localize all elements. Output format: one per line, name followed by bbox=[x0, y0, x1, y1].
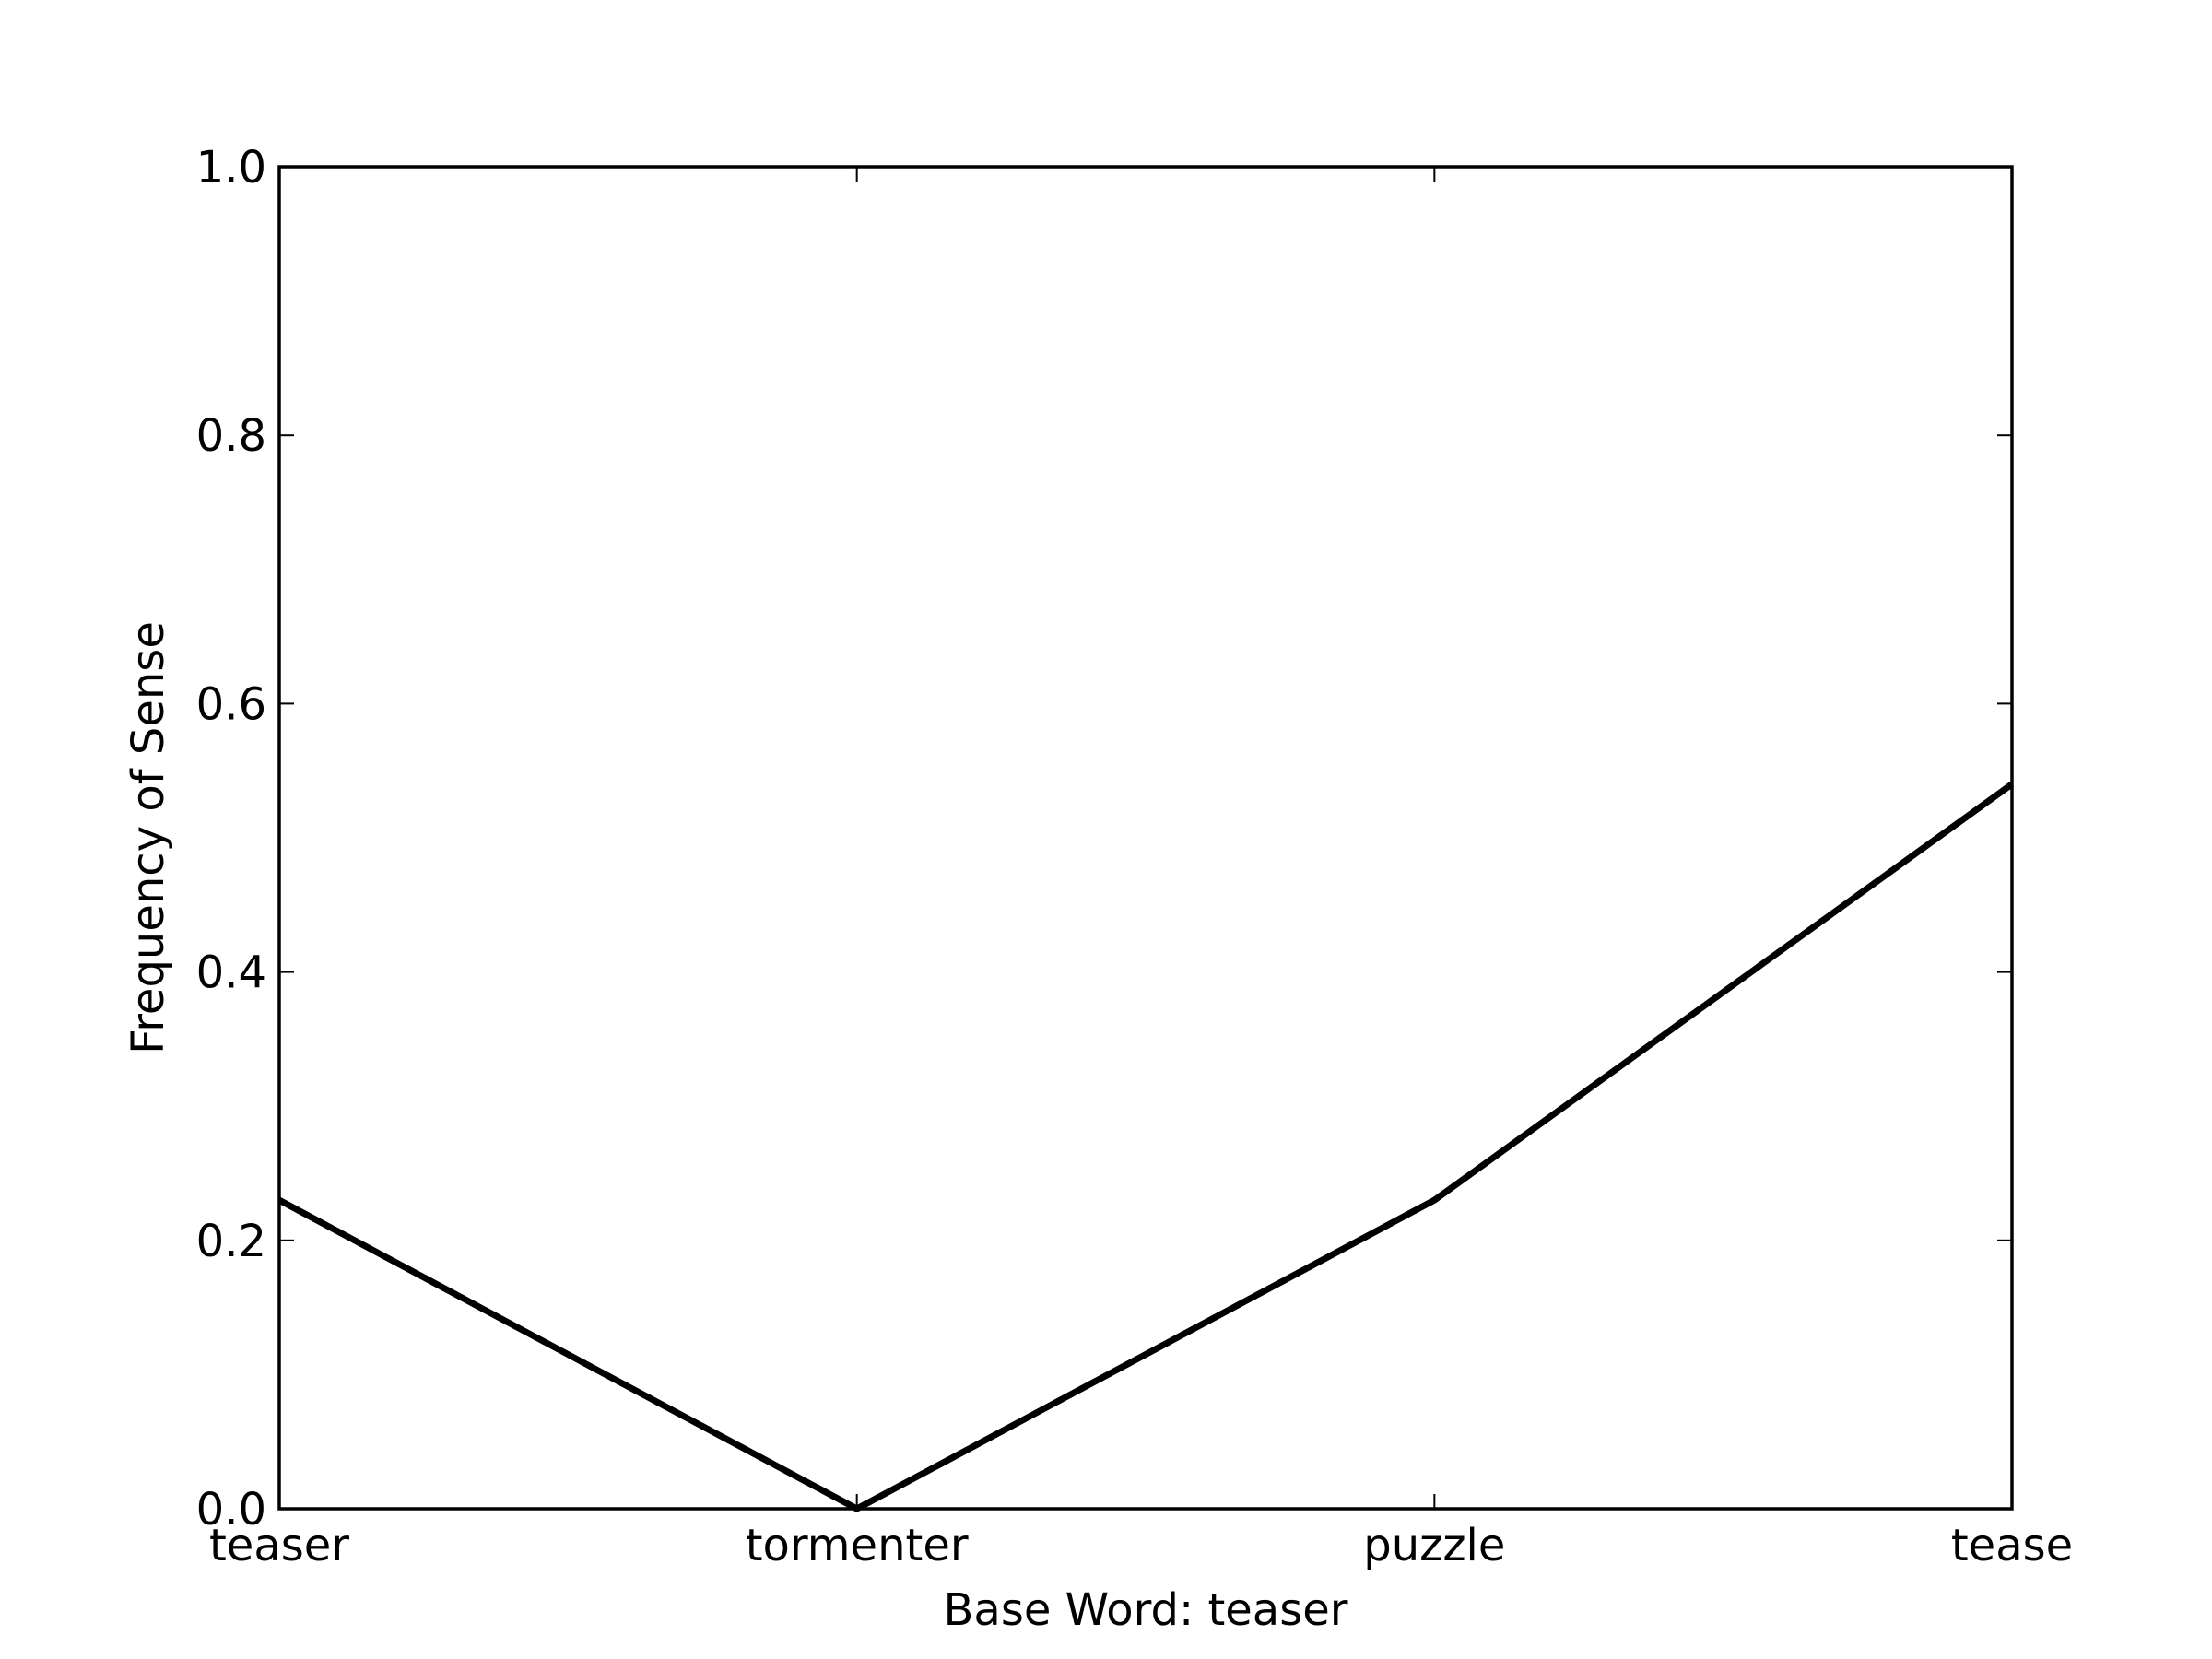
x-tick-label: tormenter bbox=[746, 1520, 969, 1571]
y-tick-label: 0.2 bbox=[196, 1216, 266, 1267]
data-point bbox=[1433, 1199, 1435, 1201]
y-tick-label: 1.0 bbox=[196, 142, 266, 194]
y-tick-label: 0.0 bbox=[196, 1484, 266, 1535]
y-tick-label: 0.6 bbox=[196, 678, 266, 730]
x-tick-label: teaser bbox=[209, 1520, 349, 1571]
series-line bbox=[277, 781, 2015, 1512]
y-tick-label: 0.4 bbox=[196, 947, 266, 999]
y-tick-label: 0.8 bbox=[196, 410, 266, 462]
y-tick-labels: 0.0 0.2 0.4 0.6 0.8 1.0 bbox=[196, 142, 266, 1535]
x-tick-label: puzzle bbox=[1363, 1520, 1505, 1571]
x-axis-label: Base Word: teaser bbox=[944, 1584, 1348, 1636]
x-tick-label: tease bbox=[1951, 1520, 2073, 1571]
y-axis-label: Frequency of Sense bbox=[123, 621, 174, 1054]
plot-frame bbox=[277, 165, 2014, 1511]
x-tick-labels: teaser tormenter puzzle tease bbox=[209, 1520, 2073, 1571]
